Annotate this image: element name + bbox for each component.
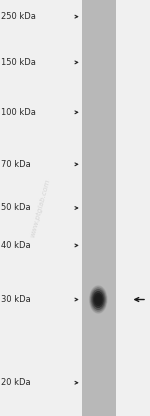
Ellipse shape	[91, 287, 106, 312]
Text: 150 kDa: 150 kDa	[1, 58, 36, 67]
Text: 100 kDa: 100 kDa	[1, 108, 36, 117]
Text: 40 kDa: 40 kDa	[1, 241, 30, 250]
Ellipse shape	[92, 290, 105, 310]
Ellipse shape	[93, 291, 104, 307]
Ellipse shape	[97, 297, 100, 302]
Bar	[82, 0, 116, 416]
Text: 30 kDa: 30 kDa	[1, 295, 30, 304]
Text: 70 kDa: 70 kDa	[1, 160, 30, 169]
Ellipse shape	[90, 286, 107, 313]
Text: 250 kDa: 250 kDa	[1, 12, 36, 21]
Ellipse shape	[94, 293, 102, 306]
Text: 50 kDa: 50 kDa	[1, 203, 30, 213]
Text: www.ptglab.com: www.ptglab.com	[30, 178, 51, 238]
Text: 20 kDa: 20 kDa	[1, 378, 30, 387]
Ellipse shape	[96, 295, 101, 304]
